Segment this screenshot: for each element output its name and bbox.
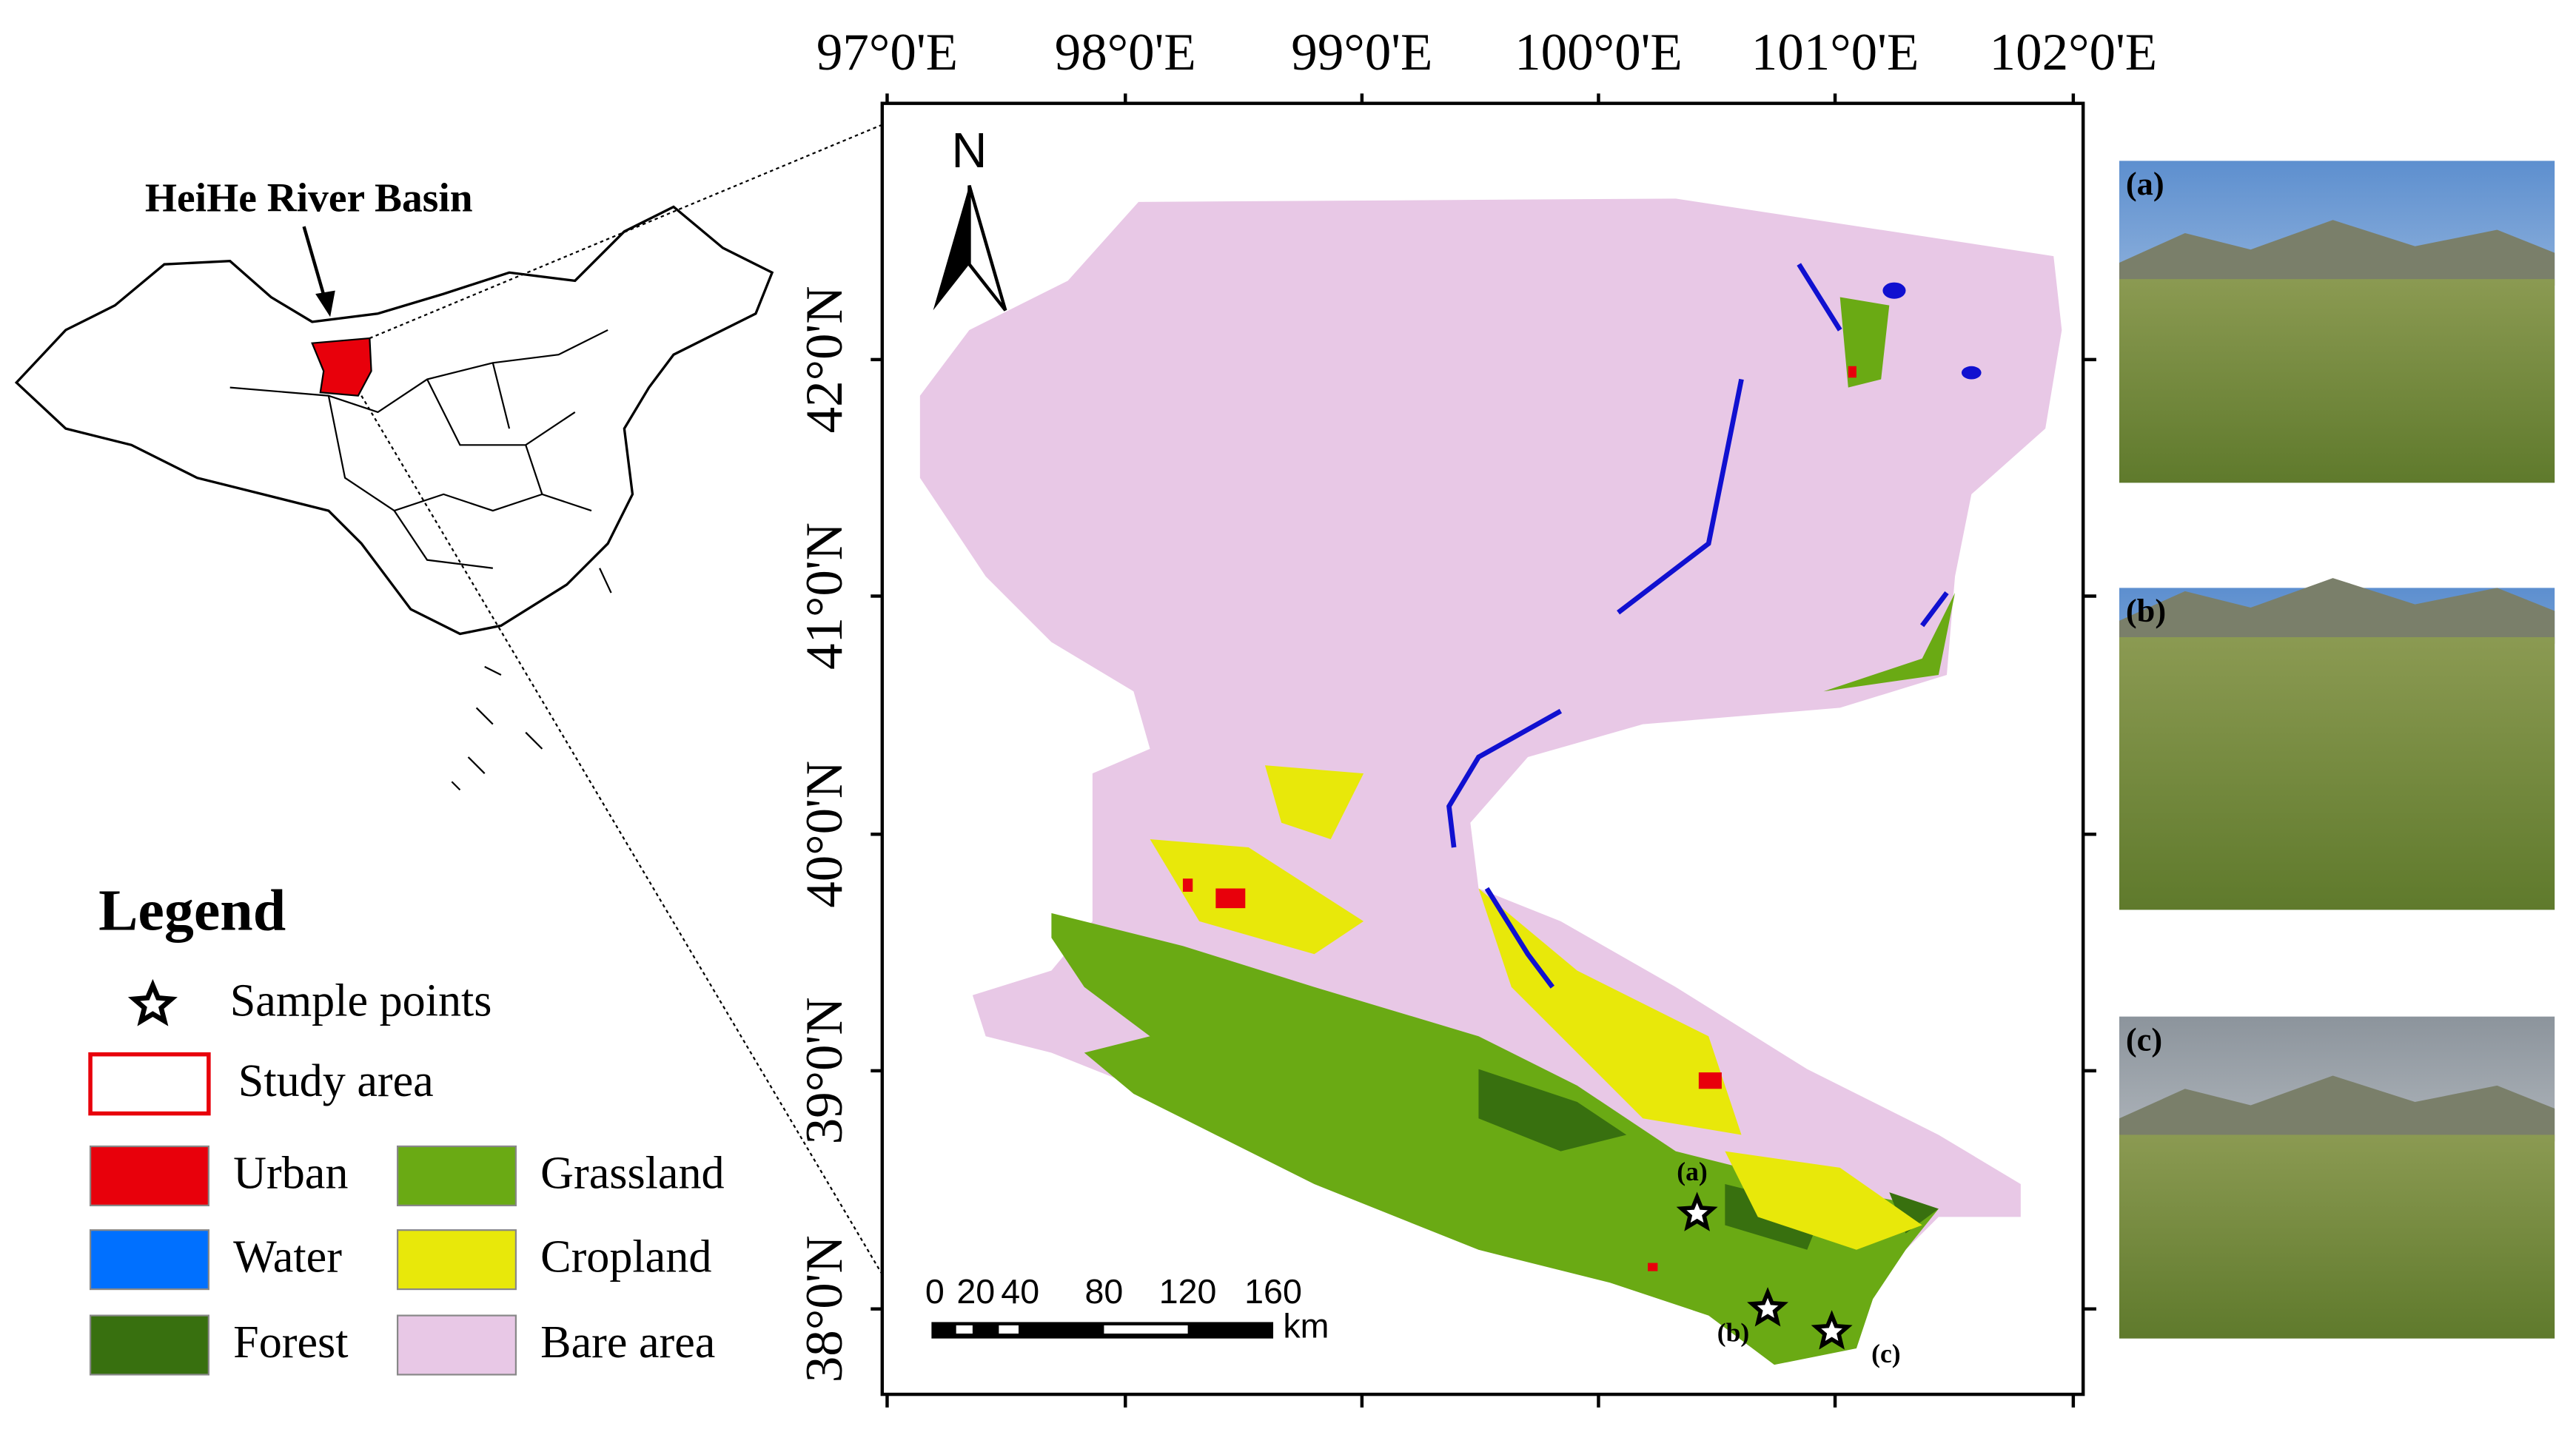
photo-grass <box>2119 1134 2555 1339</box>
sample-label: (c) <box>1871 1339 1900 1368</box>
photo-grass <box>2119 636 2555 910</box>
lat-label: 42°0'N <box>796 286 853 433</box>
province-lines <box>229 329 608 569</box>
lon-label: 99°0'E <box>1291 24 1432 81</box>
scale-label: 20 <box>956 1272 995 1311</box>
photo-label: (b) <box>2126 592 2166 629</box>
legend-swatch <box>396 1314 517 1376</box>
legend-label: Water <box>233 1232 342 1283</box>
photo-mountains <box>2119 578 2555 644</box>
urban <box>1182 366 1856 1271</box>
photo-label: (c) <box>2126 1021 2162 1058</box>
legend-swatch <box>396 1145 517 1206</box>
north-label: N <box>951 124 987 178</box>
inset-label: HeiHe River Basin <box>145 176 473 221</box>
legend-label: Sample points <box>230 975 492 1026</box>
scale-label: 120 <box>1159 1272 1217 1311</box>
inset-arrow <box>302 226 327 301</box>
islands <box>451 568 612 791</box>
scale-label: 40 <box>1001 1272 1039 1311</box>
cropland <box>1150 765 1922 1250</box>
sample-label: (a) <box>1677 1157 1707 1186</box>
north-arrow <box>967 185 1007 312</box>
photo-grass <box>2119 279 2555 483</box>
legend-label: Bare area <box>540 1317 715 1368</box>
forest <box>1478 1069 1939 1250</box>
scale-bar <box>931 1322 1274 1339</box>
lon-label: 97°0'E <box>816 24 958 81</box>
scale-bar <box>1104 1325 1188 1334</box>
lon-label: 98°0'E <box>1055 24 1196 81</box>
lon-label: 101°0'E <box>1751 24 1919 81</box>
legend-symbol <box>88 1052 211 1116</box>
legend-label: Cropland <box>540 1232 711 1283</box>
photo-mountains <box>2119 220 2555 286</box>
photo-mountains <box>2119 1075 2555 1142</box>
photo-label: (a) <box>2126 165 2164 202</box>
lat-label: 41°0'N <box>796 522 853 670</box>
scale-label: 0 <box>925 1272 945 1311</box>
legend-label: Grassland <box>540 1148 724 1198</box>
lon-label: 102°0'E <box>1990 24 2158 81</box>
legend-label: Urban <box>233 1148 348 1198</box>
grassland <box>1823 297 1956 692</box>
lat-label: 39°0'N <box>796 997 853 1144</box>
inset-arrowhead <box>315 290 335 317</box>
water <box>1961 366 1982 380</box>
north-arrow <box>933 185 970 311</box>
legend-title: Legend <box>98 878 286 944</box>
lon-label: 100°0'E <box>1515 24 1683 81</box>
lat-label: 40°0'N <box>796 761 853 908</box>
sample-point <box>1676 1191 1718 1231</box>
sample-point <box>1747 1287 1789 1327</box>
main-map: N 97°0'E 98°0'E 99°0'E 100°0'E 101°0'E 102°0'… <box>796 24 2157 1408</box>
legend: Legend Sample points Study area Urban Water… <box>88 878 725 1376</box>
legend-swatch <box>89 1145 209 1206</box>
legend-swatch <box>396 1229 517 1291</box>
zoom-line <box>369 124 883 340</box>
scale-label: 80 <box>1085 1272 1124 1311</box>
scale-label: 160 <box>1244 1272 1302 1311</box>
grassland <box>1051 912 1939 1365</box>
scale-unit: km <box>1283 1307 1329 1345</box>
legend-swatch <box>89 1229 209 1291</box>
legend-swatch <box>89 1314 209 1376</box>
china-outline <box>14 205 774 636</box>
legend-label: Study area <box>238 1056 434 1106</box>
water <box>1446 263 1949 989</box>
sample-label: (b) <box>1717 1317 1749 1347</box>
sample-point <box>1811 1310 1853 1350</box>
inset-map: HeiHe River Basin <box>14 124 883 1275</box>
lat-label: 38°0'N <box>796 1235 853 1382</box>
legend-label: Forest <box>233 1317 348 1368</box>
photos: (a) (b) (c) <box>2119 161 2555 1339</box>
legend-symbol <box>127 978 178 1026</box>
scale-bar <box>956 1325 973 1334</box>
water <box>1882 282 1906 299</box>
scale-bar <box>999 1325 1019 1334</box>
